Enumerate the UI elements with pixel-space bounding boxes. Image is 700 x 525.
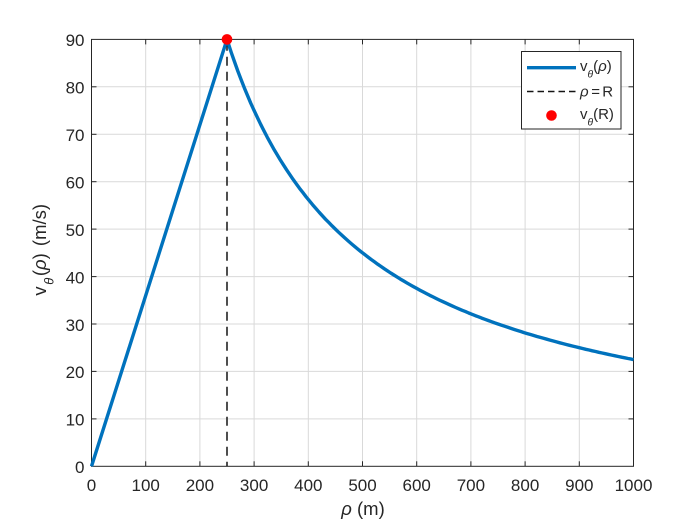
svg-text:300: 300 — [240, 476, 268, 495]
svg-text:900: 900 — [565, 476, 593, 495]
svg-text:600: 600 — [403, 476, 431, 495]
svg-text:20: 20 — [66, 363, 85, 382]
svg-text:60: 60 — [66, 174, 85, 193]
svg-text:0: 0 — [75, 458, 84, 477]
svg-text:40: 40 — [66, 268, 85, 287]
svg-text:vθ(R): vθ(R) — [580, 106, 614, 128]
svg-text:700: 700 — [457, 476, 485, 495]
svg-text:ρ (m): ρ (m) — [340, 498, 384, 519]
svg-text:1000: 1000 — [615, 476, 653, 495]
svg-text:100: 100 — [132, 476, 160, 495]
svg-text:70: 70 — [66, 126, 85, 145]
svg-text:400: 400 — [294, 476, 322, 495]
svg-text:500: 500 — [348, 476, 376, 495]
svg-text:30: 30 — [66, 316, 85, 335]
svg-text:10: 10 — [66, 411, 85, 430]
svg-text:0: 0 — [87, 476, 96, 495]
svg-text:vθ(ρ) (m/s): vθ(ρ) (m/s) — [29, 204, 56, 296]
svg-text:vθ(ρ): vθ(ρ) — [580, 58, 612, 80]
svg-text:90: 90 — [66, 31, 85, 50]
svg-text:800: 800 — [511, 476, 539, 495]
svg-text:50: 50 — [66, 221, 85, 240]
svg-text:80: 80 — [66, 79, 85, 98]
svg-text:ρ = R: ρ = R — [579, 84, 613, 101]
svg-text:200: 200 — [186, 476, 214, 495]
